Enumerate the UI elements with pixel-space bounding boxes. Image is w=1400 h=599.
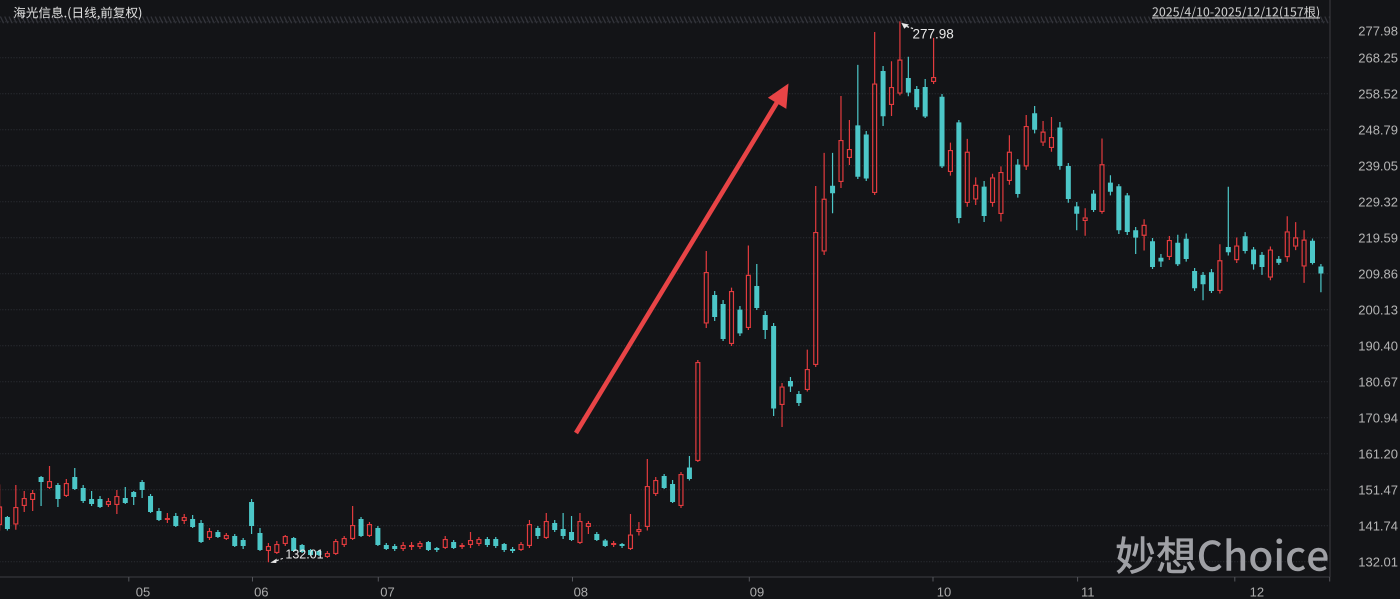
svg-text:190.40: 190.40 (1358, 338, 1398, 353)
svg-text:200.13: 200.13 (1358, 302, 1398, 317)
svg-text:05: 05 (136, 585, 150, 599)
svg-text:11: 11 (1081, 585, 1095, 599)
svg-text:12: 12 (1250, 585, 1264, 599)
svg-text:151.47: 151.47 (1358, 482, 1398, 497)
svg-text:07: 07 (380, 585, 394, 599)
svg-text:132.01: 132.01 (285, 548, 323, 562)
svg-text:06: 06 (254, 585, 268, 599)
svg-text:08: 08 (574, 585, 588, 599)
svg-text:161.20: 161.20 (1358, 446, 1398, 461)
svg-text:277.98: 277.98 (913, 26, 954, 41)
svg-text:239.05: 239.05 (1358, 158, 1398, 173)
svg-text:248.79: 248.79 (1358, 122, 1398, 137)
svg-text:268.25: 268.25 (1358, 50, 1398, 65)
svg-text:09: 09 (750, 585, 764, 599)
svg-text:258.52: 258.52 (1358, 86, 1398, 101)
svg-text:10: 10 (937, 585, 951, 599)
svg-text:132.01: 132.01 (1358, 554, 1398, 569)
svg-text:229.32: 229.32 (1358, 194, 1398, 209)
svg-text:141.74: 141.74 (1358, 518, 1398, 533)
svg-text:209.86: 209.86 (1358, 266, 1398, 281)
svg-text:170.94: 170.94 (1358, 410, 1398, 425)
svg-text:180.67: 180.67 (1358, 374, 1398, 389)
svg-text:277.98: 277.98 (1358, 24, 1398, 39)
svg-text:219.59: 219.59 (1358, 230, 1398, 245)
